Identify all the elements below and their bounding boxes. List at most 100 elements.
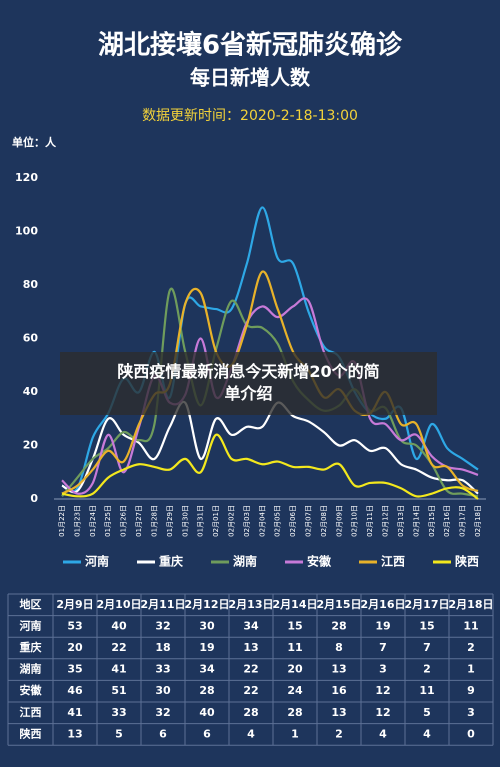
table-cell: 19 xyxy=(375,619,390,632)
y-tick-label: 100 xyxy=(15,225,38,238)
table-cell: 4 xyxy=(247,727,255,740)
x-tick-label: 01月27日 xyxy=(135,505,143,537)
table-cell: 4 xyxy=(379,727,387,740)
table-cell: 53 xyxy=(67,619,82,632)
legend-label: 陕西 xyxy=(455,554,479,569)
table-cell: 35 xyxy=(67,663,82,676)
x-tick-label: 02月14日 xyxy=(412,505,420,537)
table-cell: 8 xyxy=(335,641,343,654)
x-tick-label: 02月12日 xyxy=(382,505,390,537)
table-cell: 3 xyxy=(467,706,475,719)
table-cell: 2月9日 xyxy=(56,598,93,611)
legend-label: 安徽 xyxy=(307,554,332,569)
table-cell: 6 xyxy=(159,727,167,740)
table-cell: 46 xyxy=(67,684,83,697)
table-cell: 28 xyxy=(199,684,214,697)
table-cell: 40 xyxy=(111,619,127,632)
x-tick-label: 02月18日 xyxy=(474,505,482,537)
table-cell: 32 xyxy=(155,706,170,719)
x-tick-label: 02月02日 xyxy=(227,505,235,537)
chart-subtitle: 每日新增人数 xyxy=(190,66,311,90)
table-cell: 5 xyxy=(115,727,123,740)
table-cell: 11 xyxy=(287,641,302,654)
table-cell: 16 xyxy=(331,684,347,697)
x-tick-label: 02月05日 xyxy=(274,505,282,537)
chart-title: 湖北接壤6省新冠肺炎确诊 xyxy=(98,30,403,61)
legend-label: 重庆 xyxy=(159,554,183,569)
table-cell: 13 xyxy=(243,641,258,654)
table-cell: 20 xyxy=(287,663,303,676)
table-cell: 地区 xyxy=(20,597,42,611)
table-cell: 2月12日 xyxy=(185,598,230,611)
x-tick-label: 02月03日 xyxy=(243,505,251,537)
table-cell: 6 xyxy=(203,727,211,740)
table-cell: 11 xyxy=(419,684,434,697)
table-cell: 0 xyxy=(467,727,475,740)
x-tick-label: 02月04日 xyxy=(258,505,266,537)
table-cell: 重庆 xyxy=(20,640,42,654)
table-cell: 51 xyxy=(111,684,126,697)
x-tick-label: 02月17日 xyxy=(459,505,467,537)
y-tick-label: 0 xyxy=(30,492,38,505)
table-cell: 22 xyxy=(243,684,258,697)
series-line xyxy=(61,270,479,495)
x-tick-label: 02月01日 xyxy=(212,505,220,537)
table-cell: 33 xyxy=(111,706,126,719)
series-line xyxy=(61,297,479,495)
table-cell: 41 xyxy=(67,706,82,719)
x-tick-label: 01月22日 xyxy=(58,505,66,537)
table-cell: 5 xyxy=(423,706,431,719)
table-cell: 40 xyxy=(199,706,215,719)
x-tick-label: 02月11日 xyxy=(366,505,374,537)
table-cell: 1 xyxy=(467,663,475,676)
table-cell: 18 xyxy=(155,641,170,654)
y-tick-label: 60 xyxy=(23,332,39,345)
update-time: 数据更新时间：2020-2-18-13:00 xyxy=(142,108,358,124)
table-cell: 32 xyxy=(155,619,170,632)
table-cell: 2月10日 xyxy=(97,598,142,611)
table-cell: 12 xyxy=(375,684,390,697)
legend-label: 江西 xyxy=(381,554,405,569)
x-tick-label: 02月06日 xyxy=(289,505,297,537)
table-cell: 湖南 xyxy=(20,662,42,676)
table-cell: 2 xyxy=(423,663,431,676)
unit-label: 单位：人 xyxy=(12,135,57,149)
table-cell: 20 xyxy=(67,641,83,654)
table-cell: 24 xyxy=(287,684,303,697)
y-tick-label: 40 xyxy=(23,385,39,398)
x-tick-label: 02月16日 xyxy=(443,505,451,537)
table-cell: 13 xyxy=(331,663,346,676)
table-cell: 陕西 xyxy=(20,726,42,740)
table-cell: 28 xyxy=(331,619,346,632)
table-cell: 15 xyxy=(419,619,434,632)
table-cell: 河南 xyxy=(20,618,42,632)
table-cell: 41 xyxy=(111,663,126,676)
legend-label: 湖南 xyxy=(233,554,257,569)
x-tick-label: 02月10日 xyxy=(351,505,359,537)
x-tick-label: 01月30日 xyxy=(181,505,189,537)
table-cell: 34 xyxy=(199,663,215,676)
overlay-caption: 陕西疫情最新消息今天新增20个的简单介绍 xyxy=(60,352,437,415)
table-cell: 2月17日 xyxy=(405,598,450,611)
table-cell: 7 xyxy=(423,641,431,654)
table-cell: 2 xyxy=(467,641,475,654)
table-cell: 33 xyxy=(155,663,170,676)
table-cell: 2月15日 xyxy=(317,598,362,611)
table-cell: 28 xyxy=(287,706,302,719)
table-cell: 30 xyxy=(155,684,171,697)
table-cell: 13 xyxy=(331,706,346,719)
x-tick-label: 02月09日 xyxy=(335,505,343,537)
series-line xyxy=(61,206,479,493)
y-tick-label: 80 xyxy=(23,278,39,291)
table-cell: 2 xyxy=(335,727,343,740)
table-cell: 安徽 xyxy=(20,683,43,697)
y-tick-label: 120 xyxy=(15,171,38,184)
table-cell: 9 xyxy=(467,684,475,697)
x-tick-label: 02月08日 xyxy=(320,505,328,537)
x-tick-label: 01月29日 xyxy=(166,505,174,537)
table-cell: 4 xyxy=(423,727,431,740)
table-cell: 江西 xyxy=(20,705,42,719)
x-tick-label: 02月15日 xyxy=(428,505,436,537)
table-cell: 2月14日 xyxy=(273,598,318,611)
